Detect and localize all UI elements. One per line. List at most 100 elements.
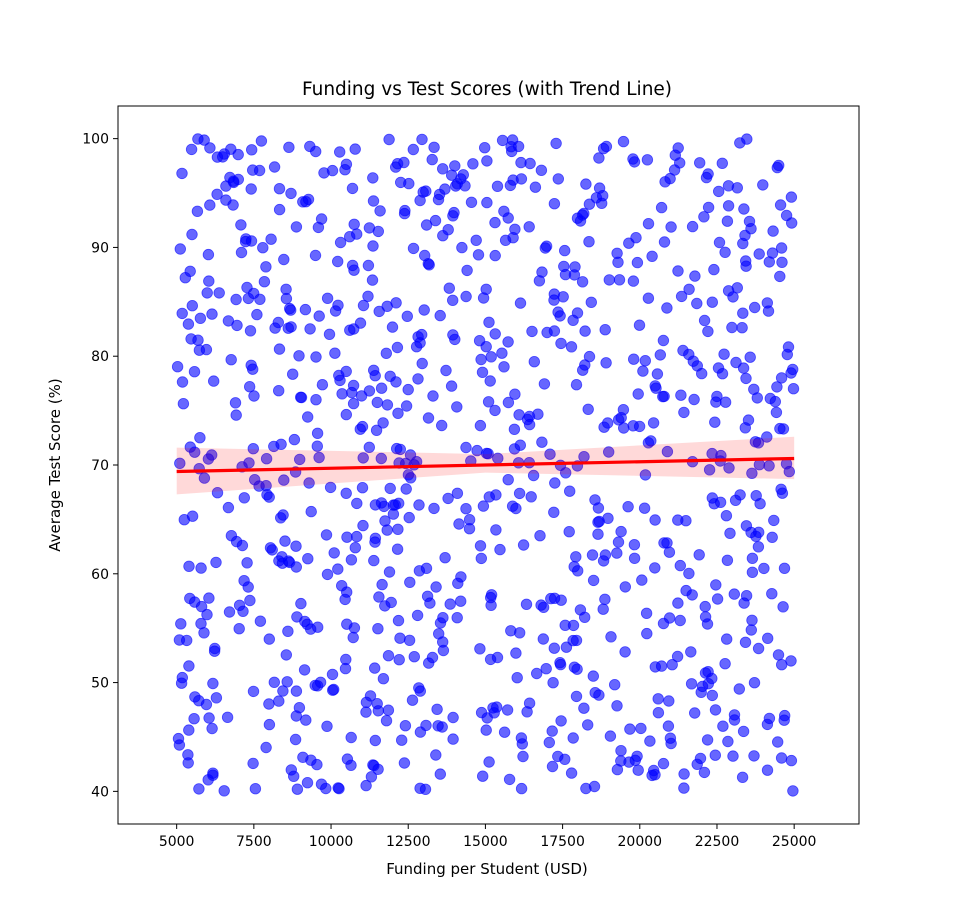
scatter-point [373,591,385,603]
scatter-point [498,205,510,218]
scatter-point [776,256,788,269]
scatter-point [642,217,655,230]
scatter-point [183,560,195,573]
scatter-point [570,690,583,703]
scatter-point [531,667,543,680]
scatter-point [351,497,363,510]
scatter-point [548,197,561,210]
scatter-point [632,764,644,776]
scatter-point [176,167,188,180]
scatter-point [204,142,216,154]
scatter-point [336,580,348,592]
scatter-point [743,215,756,228]
scatter-point [628,156,641,168]
scatter-point [211,487,224,499]
scatter-point [702,201,715,214]
scatter-point [300,195,312,208]
scatter-point [293,702,306,714]
scatter-point [526,325,538,338]
scatter-point [722,735,734,748]
scatter-point [382,650,395,662]
scatter-point [706,689,719,702]
scatter-point [433,628,445,640]
x-tick-label: 17500 [540,834,585,850]
scatter-point [559,753,571,766]
scatter-point [669,149,682,161]
scatter-point [536,436,548,448]
scatter-point [248,474,261,486]
scatter-point [310,145,322,158]
scatter-point [624,723,636,735]
scatter-point [191,205,204,218]
scatter-point [391,341,404,354]
scatter-point [563,526,575,538]
scatter-point [552,173,565,185]
x-tick-label: 12500 [386,834,431,850]
scatter-point [332,563,344,575]
scatter-point [672,514,684,526]
scatter-point [565,341,578,353]
scatter-point [646,250,658,262]
scatter-point [742,414,755,426]
scatter-point [360,706,372,718]
scatter-point [514,627,526,639]
scatter-point [672,597,684,609]
scatter-point [444,598,456,610]
scatter-point [685,678,698,690]
scatter-point [592,528,604,540]
scatter-point [287,368,299,380]
scatter-point [399,204,411,217]
scatter-point [710,579,722,591]
scatter-point [628,539,641,551]
y-axis-label: Average Test Score (%) [46,378,64,551]
scatter-point [185,143,198,156]
scatter-point [674,614,686,627]
scatter-point [647,417,660,429]
scatter-point [416,133,428,146]
scatter-point [281,676,293,688]
scatter-point [709,416,721,428]
scatter-point [701,734,714,746]
scatter-point [548,642,561,654]
scatter-point [787,785,799,797]
scatter-point [291,783,304,795]
scatter-point [751,392,764,404]
scatter-point [654,349,667,361]
scatter-point [652,693,664,705]
scatter-point [313,310,325,322]
scatter-point [615,745,627,757]
scatter-point [368,364,380,377]
scatter-point [392,407,404,420]
scatter-point [534,530,546,542]
scatter-point [399,720,412,732]
scatter-point [619,581,632,593]
scatter-point [334,374,346,387]
scatter-point [680,584,692,597]
scatter-point [211,151,224,163]
scatter-point [309,249,322,262]
scatter-point [371,698,383,710]
scatter-point [334,236,347,249]
scatter-point [766,247,779,259]
scatter-point [783,465,796,478]
scatter-point [414,726,427,738]
scatter-point [719,658,731,670]
scatter-point [777,423,790,435]
scatter-point [427,390,439,402]
scatter-point [703,464,716,476]
scatter-point [663,695,675,707]
scatter-point [663,612,676,624]
scatter-point [346,259,359,272]
scatter-point [571,663,583,675]
scatter-point [535,599,547,611]
scatter-point [549,477,561,489]
x-tick-label: 25000 [772,834,817,850]
scatter-point [356,482,369,494]
scatter-point [396,734,408,746]
scatter-point [457,169,470,181]
scatter-point [578,702,590,714]
scatter-point [740,255,752,267]
scatter-point [290,540,302,552]
scatter-point [538,378,551,390]
scatter-point [711,390,723,403]
